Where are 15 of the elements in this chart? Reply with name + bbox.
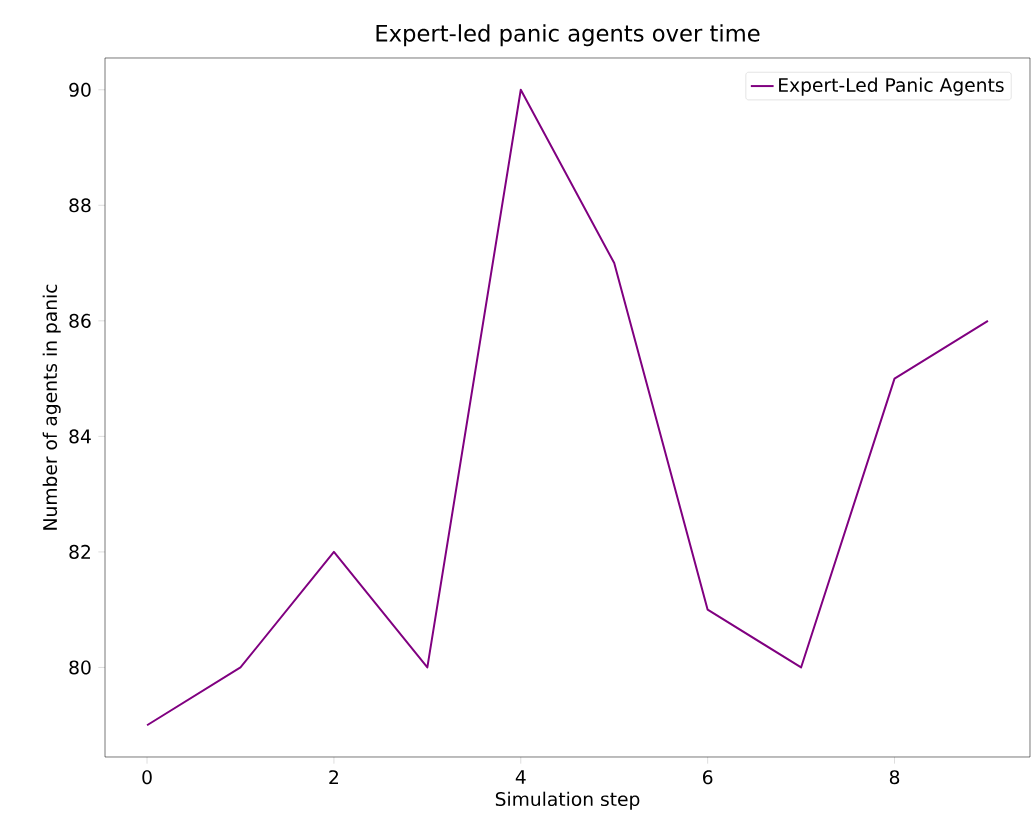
y-tick-label: 86 <box>69 313 91 328</box>
x-tick-label: 4 <box>515 770 526 784</box>
x-tick-label: 6 <box>703 770 713 785</box>
x-tick-label: 0 <box>142 770 152 785</box>
y-tick-label: 82 <box>69 544 90 559</box>
x-tick-label: 8 <box>889 770 900 785</box>
y-tick-label: 90 <box>69 82 91 97</box>
y-axis-title: Number of agents in panic <box>42 284 61 530</box>
y-tick-label: 80 <box>69 660 91 675</box>
y-tick-label: 88 <box>69 198 91 213</box>
x-axis-title: Simulation step <box>495 791 640 810</box>
chart-title: Expert-led panic agents over time <box>376 24 760 47</box>
y-tick-label: 84 <box>69 429 91 444</box>
x-tick-label: 2 <box>329 770 338 785</box>
legend-label: Expert-Led Panic Agents <box>779 77 1004 96</box>
